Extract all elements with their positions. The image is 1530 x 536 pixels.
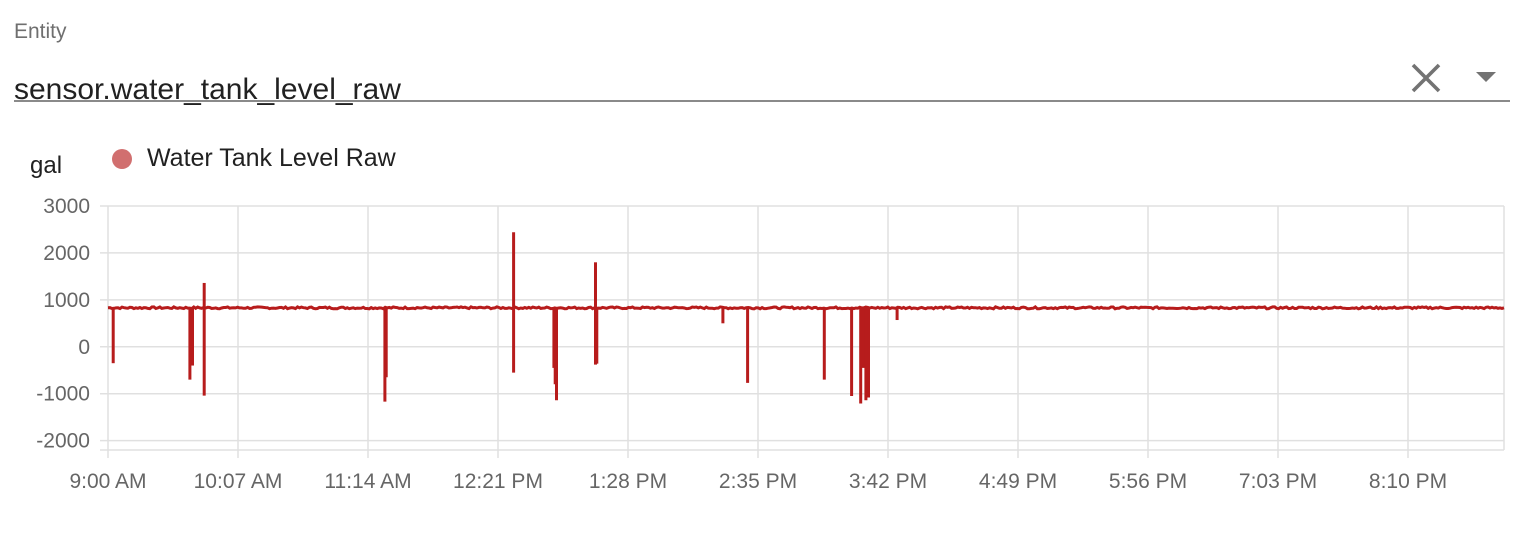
x-tick-label: 2:35 PM [719,470,797,493]
entity-picker[interactable]: Entity sensor.water_tank_level_raw [14,18,1510,106]
x-tick-label: 11:14 AM [324,470,411,493]
x-tick-label: 10:07 AM [194,470,283,493]
y-unit-label: gal [30,152,63,179]
y-tick-label: 1000 [43,289,90,312]
x-tick-label: 4:49 PM [979,470,1057,493]
entity-label: Entity [14,20,67,43]
entity-underline [14,100,1510,102]
series-line-water-tank-level-raw [107,304,1505,311]
close-icon [1411,63,1441,93]
history-chart: 3000 2000 1000 0 -1000 -2000 9:00 AM 10:07 AM 11… [0,130,1530,536]
x-tick-label: 9:00 AM [69,470,146,493]
clear-button[interactable] [1406,58,1446,98]
y-tick-label: 2000 [43,242,90,265]
y-tick-label: -2000 [36,430,90,453]
arrow-drop-down-icon [1476,72,1496,82]
y-tick-label: 3000 [43,195,90,218]
y-tick-label: -1000 [36,383,90,406]
dropdown-button[interactable] [1466,58,1506,98]
chart-canvas: 3000 2000 1000 0 -1000 -2000 9:00 AM 10:07 AM 11… [36,195,1505,493]
x-tick-label: 12:21 PM [453,470,543,493]
x-tick-label: 3:42 PM [849,470,927,493]
x-tick-label: 7:03 PM [1239,470,1317,493]
x-tick-label: 1:28 PM [589,470,667,493]
x-tick-label: 5:56 PM [1109,470,1187,493]
legend-label: Water Tank Level Raw [147,144,396,172]
x-tick-label: 8:10 PM [1369,470,1447,493]
y-tick-label: 0 [78,336,90,359]
legend-item[interactable]: Water Tank Level Raw [112,144,396,173]
legend-color-dot [112,148,132,169]
